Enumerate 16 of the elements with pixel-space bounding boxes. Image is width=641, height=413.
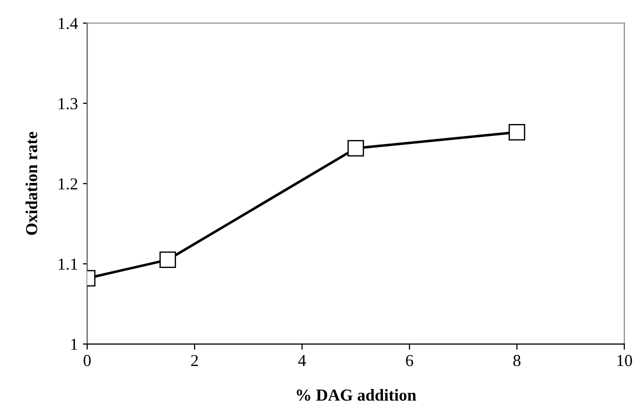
point — [159, 252, 176, 268]
y-tick-label: 1.1 — [58, 258, 78, 270]
point — [347, 140, 364, 157]
x-tick-label: 4 — [298, 355, 306, 366]
x-tick-label: 0 — [84, 354, 91, 366]
x-tick-label: 6 — [406, 354, 414, 366]
y-axis-title: Oxidation rate — [26, 132, 38, 235]
x-tick-label: 2 — [191, 354, 198, 366]
y-tick-label: 1.4 — [58, 18, 78, 30]
x-tick-label: 10 — [617, 354, 632, 366]
x-tick-label: 8 — [513, 354, 520, 366]
y-tick-label: 1.2 — [58, 178, 78, 190]
x-axis-title: % DAG addition — [296, 389, 416, 401]
point — [508, 124, 526, 140]
y-tick-label: 1 — [71, 338, 78, 350]
y-tick-label: 1.3 — [58, 98, 78, 110]
